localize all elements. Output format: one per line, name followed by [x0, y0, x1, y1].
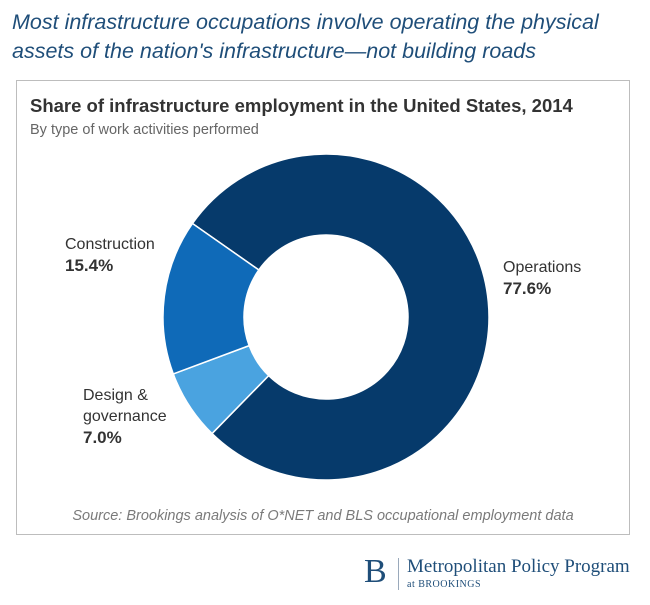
label-design-value: 7.0% [83, 428, 122, 447]
label-design-name-line1: Design & [83, 387, 148, 404]
donut-slice-construction [162, 222, 260, 375]
chart-panel: Share of infrastructure employment in th… [16, 80, 630, 535]
label-operations-name: Operations [503, 259, 582, 276]
logo-subtitle: at BROOKINGS [407, 579, 482, 590]
label-design-governance: Design & governance 7.0% [83, 385, 167, 448]
chart-title: Share of infrastructure employment in th… [30, 95, 573, 116]
logo-divider [398, 558, 399, 590]
source-note: Source: Brookings analysis of O*NET and … [72, 508, 574, 524]
label-construction-value: 15.4% [65, 256, 114, 275]
chart-subtitle: By type of work activities performed [30, 122, 259, 138]
label-operations-value: 77.6% [503, 279, 552, 298]
headline: Most infrastructure occupations involve … [12, 10, 599, 63]
donut-slice-operations [191, 153, 490, 481]
label-construction: Construction 15.4% [65, 234, 155, 276]
label-design-name-line2: governance [83, 408, 167, 425]
logo-mark: B [364, 553, 387, 590]
label-operations: Operations 77.6% [503, 257, 581, 299]
logo-name: Metropolitan Policy Program [407, 556, 630, 577]
donut-chart [162, 153, 490, 481]
label-construction-name: Construction [65, 236, 155, 253]
